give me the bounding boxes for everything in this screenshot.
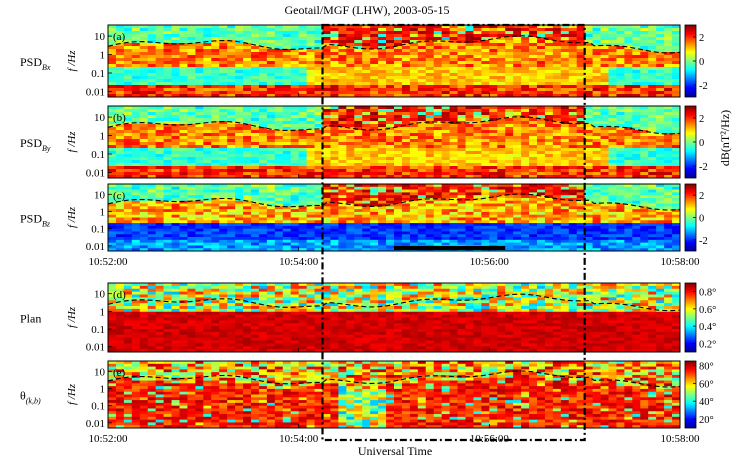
colorbar-tick-label: 0.2° bbox=[699, 339, 716, 350]
colorbar-tick-label: -2 bbox=[699, 81, 708, 92]
y-axis-label: f /Hz bbox=[66, 131, 78, 153]
panel-letter: (c) bbox=[113, 190, 126, 202]
y-tick-label: 0.1 bbox=[91, 149, 105, 161]
y-tick-label: 1 bbox=[100, 306, 106, 318]
colorbar bbox=[684, 282, 697, 353]
panel-b: (b) 10 1 0.1 0.01 f /Hz PSDBy 2 0 -2 bbox=[20, 105, 708, 179]
panel-frame bbox=[107, 183, 681, 252]
panel-frame bbox=[107, 105, 681, 179]
y-tick-label: 0.01 bbox=[86, 86, 105, 98]
y-tick-label: 1 bbox=[100, 131, 106, 143]
heatmap-cells bbox=[108, 106, 681, 179]
colorbar-tick-label: 0.8° bbox=[699, 288, 716, 299]
boundary-dashed-line bbox=[107, 35, 681, 54]
panel-name: PSDBx bbox=[20, 55, 51, 72]
y-tick-label: 10 bbox=[94, 31, 106, 43]
panel-a: (a) 10 1 0.1 0.01 f /Hz PSDBx 2 0 -2 bbox=[20, 24, 708, 98]
x-tick-label: 10:52:00 bbox=[88, 433, 128, 445]
y-tick-label: 0.1 bbox=[91, 68, 105, 80]
panel-name: PSDBz bbox=[20, 212, 51, 229]
colorbar-tick-label: -2 bbox=[699, 236, 708, 247]
colorbar-tick-label: 60° bbox=[699, 379, 714, 390]
colorbar-tick-label: 0 bbox=[699, 57, 704, 68]
x-tick-label: 10:58:00 bbox=[660, 433, 700, 445]
figure-title: Geotail/MGF (LHW), 2003-05-15 bbox=[285, 3, 450, 17]
panel-name: θ(k,b) bbox=[20, 389, 41, 406]
panel-name-sub: Bx bbox=[42, 63, 51, 72]
boundary-dashed-line bbox=[107, 370, 681, 388]
colorbar-tick-label: 2 bbox=[699, 33, 704, 44]
y-tick-label: 0.1 bbox=[91, 324, 105, 336]
x-tick-label: 10:56:00 bbox=[470, 256, 510, 268]
x-tick-label: 10:54:00 bbox=[279, 433, 319, 445]
panel-e: (e) 10 1 0.1 0.01 f /Hz θ(k,b) 80° 60° 40° 20° bbox=[20, 360, 714, 430]
colorbar-tick-label: 2 bbox=[699, 191, 704, 202]
panel-letter: (b) bbox=[113, 112, 126, 124]
heatmap-cells bbox=[108, 184, 681, 252]
y-tick-label: 10 bbox=[94, 189, 106, 201]
panel-name-main: Plan bbox=[20, 312, 41, 326]
x-tick-label: 10:56:00 bbox=[470, 433, 510, 445]
y-tick-label: 1 bbox=[100, 50, 106, 62]
overlay-group: dB(nT²/Hz) bbox=[321, 23, 732, 442]
heatmap-cells bbox=[108, 25, 681, 98]
y-tick-label: 0.1 bbox=[91, 224, 105, 236]
panel-name-main: θ bbox=[20, 389, 26, 403]
y-tick-label: 0.01 bbox=[86, 167, 105, 179]
colorbar-tick-label: 0 bbox=[699, 138, 704, 149]
colorbar-tick-label: 40° bbox=[699, 397, 714, 408]
boundary-dashed-line bbox=[107, 293, 681, 312]
marked-time-bar bbox=[394, 246, 506, 250]
y-tick-label: 10 bbox=[94, 112, 106, 124]
x-axis-title: Universal Time bbox=[358, 444, 432, 458]
y-axis-label: f /Hz bbox=[66, 306, 78, 328]
y-axis-label: f /Hz bbox=[66, 206, 78, 228]
panel-letter: (d) bbox=[113, 289, 126, 301]
colorbar-tick-label: 0 bbox=[699, 214, 704, 225]
panel-frame bbox=[107, 360, 681, 429]
panel-name-main: PSD bbox=[20, 55, 42, 69]
colorbar bbox=[684, 360, 697, 429]
y-tick-label: 0.01 bbox=[86, 418, 105, 430]
highlight-interval-box bbox=[321, 23, 586, 442]
x-tick-label: 10:52:00 bbox=[88, 256, 128, 268]
y-tick-label: 1 bbox=[100, 207, 106, 219]
panel-name-sub: By bbox=[42, 144, 51, 153]
panel-name: PSDBy bbox=[20, 136, 51, 153]
panel-name: Plan bbox=[20, 312, 41, 326]
y-tick-label: 1 bbox=[100, 384, 106, 396]
colorbar-tick-label: -2 bbox=[699, 162, 708, 173]
colorbar-label: dB(nT²/Hz) bbox=[718, 110, 732, 166]
colorbar-tick-label: 20° bbox=[699, 415, 714, 426]
y-axis-label: f /Hz bbox=[66, 383, 78, 405]
colorbar-tick-label: 80° bbox=[699, 361, 714, 372]
y-axis-label: f /Hz bbox=[66, 50, 78, 72]
y-tick-label: 0.01 bbox=[86, 241, 105, 253]
panel-name-sub: Bz bbox=[42, 220, 51, 229]
y-tick-label: 10 bbox=[94, 289, 106, 301]
y-tick-label: 0.1 bbox=[91, 401, 105, 413]
x-tick-label: 10:54:00 bbox=[279, 256, 319, 268]
panel-frame bbox=[107, 282, 681, 353]
panel-name-main: PSD bbox=[20, 136, 42, 150]
panel-letter: (a) bbox=[113, 31, 126, 43]
y-tick-label: 0.01 bbox=[86, 342, 105, 354]
panel-name-main: PSD bbox=[20, 212, 42, 226]
panel-letter: (e) bbox=[113, 367, 126, 379]
colorbar-tick-label: 0.4° bbox=[699, 322, 716, 333]
y-tick-label: 10 bbox=[94, 366, 106, 378]
heatmap-cells bbox=[108, 361, 681, 429]
panel-name-sub: (k,b) bbox=[26, 397, 41, 406]
panel-d: (d) 10 1 0.1 0.01 f /Hz Plan 0.8° 0.6° 0.4° 0.2° bbox=[20, 282, 716, 354]
heatmap-cells bbox=[108, 283, 681, 353]
colorbar-tick-label: 0.6° bbox=[699, 305, 716, 316]
colorbar-tick-label: 2 bbox=[699, 114, 704, 125]
panel-c: (c) 10 1 0.1 0.01 f /Hz PSDBz 2 0 -2 bbox=[20, 183, 708, 253]
x-tick-label: 10:58:00 bbox=[660, 256, 700, 268]
